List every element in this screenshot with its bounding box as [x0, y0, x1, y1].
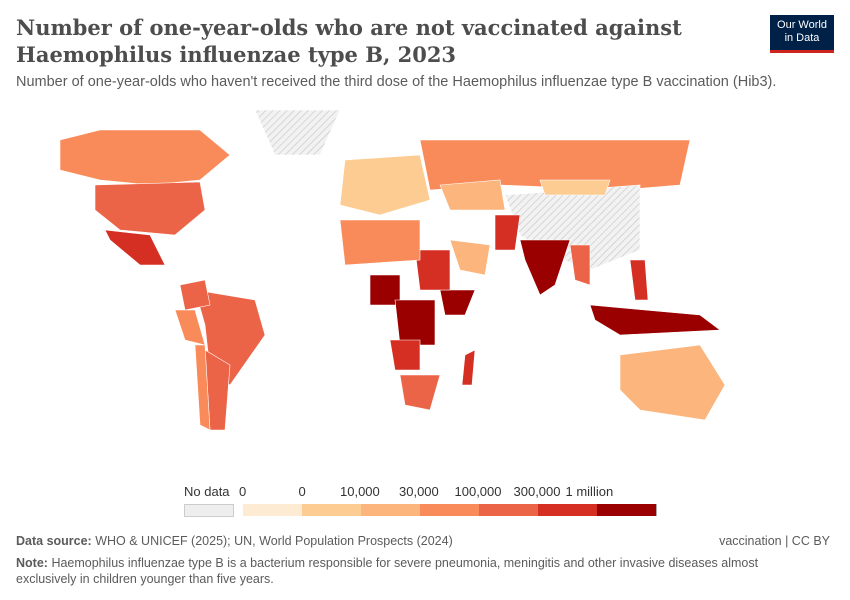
region-mexico[interactable] — [104, 229, 166, 266]
legend-nodata-swatch — [184, 504, 234, 517]
legend-bin — [302, 504, 362, 516]
region-dr-congo[interactable] — [394, 299, 436, 346]
note-text: Haemophilus influenzae type B is a bacte… — [16, 556, 759, 586]
data-source: Data source: WHO & UNICEF (2025); UN, Wo… — [16, 534, 453, 548]
region-south-africa[interactable] — [399, 374, 441, 411]
region-kazakhstan[interactable] — [439, 179, 506, 211]
legend-tick: 10,000 — [340, 484, 380, 499]
legend-nodata-label: No data — [184, 484, 230, 499]
region-united-states[interactable] — [94, 181, 206, 236]
footer-right[interactable]: vaccination | CC BY — [719, 534, 830, 548]
region-greenland[interactable] — [254, 109, 341, 156]
note: Note: Haemophilus influenzae type B is a… — [16, 555, 816, 587]
region-saudi-arabia[interactable] — [449, 239, 491, 276]
region-canada[interactable] — [59, 129, 231, 186]
logo-line1: Our World — [777, 19, 827, 31]
region-madagascar[interactable] — [461, 349, 476, 386]
region-colombia[interactable] — [179, 279, 211, 311]
legend-bin — [243, 504, 303, 516]
source-label: Data source: — [16, 534, 92, 548]
region-peru[interactable] — [174, 309, 206, 346]
legend-tick: 0 — [239, 484, 247, 499]
region-chile[interactable] — [194, 344, 211, 431]
world-map — [59, 109, 726, 431]
legend-tick: 30,000 — [399, 484, 439, 499]
region-ethiopia[interactable] — [439, 289, 476, 316]
legend-tick: 100,000 — [454, 484, 502, 499]
chart-subtitle: Number of one-year-olds who haven't rece… — [16, 74, 777, 90]
region-europe[interactable] — [339, 154, 431, 216]
legend-tick: 1 million — [565, 484, 614, 499]
note-label: Note: — [16, 556, 48, 570]
region-philippines[interactable] — [629, 259, 649, 301]
region-india[interactable] — [519, 239, 571, 296]
region-sudan[interactable] — [414, 249, 451, 291]
logo-line2: in Data — [784, 32, 820, 44]
legend-tick: 0 — [298, 484, 306, 499]
legend-bin — [420, 504, 480, 516]
region-algeria[interactable] — [339, 219, 421, 266]
legend-bin — [597, 504, 657, 516]
legend-tick: 300,000 — [513, 484, 561, 499]
region-myanmar[interactable] — [569, 244, 591, 286]
source-text: WHO & UNICEF (2025); UN, World Populatio… — [95, 534, 453, 548]
region-angola[interactable] — [389, 339, 421, 371]
legend-bin — [538, 504, 598, 516]
region-australia[interactable] — [619, 344, 726, 421]
chart-title: Number of one-year-olds who are not vacc… — [16, 15, 682, 67]
region-indonesia[interactable] — [589, 304, 721, 336]
legend-bin — [479, 504, 539, 516]
owid-logo[interactable]: Our World in Data — [770, 15, 834, 53]
region-mongolia[interactable] — [539, 179, 611, 196]
legend-bin — [361, 504, 421, 516]
region-pakistan[interactable] — [494, 214, 521, 251]
